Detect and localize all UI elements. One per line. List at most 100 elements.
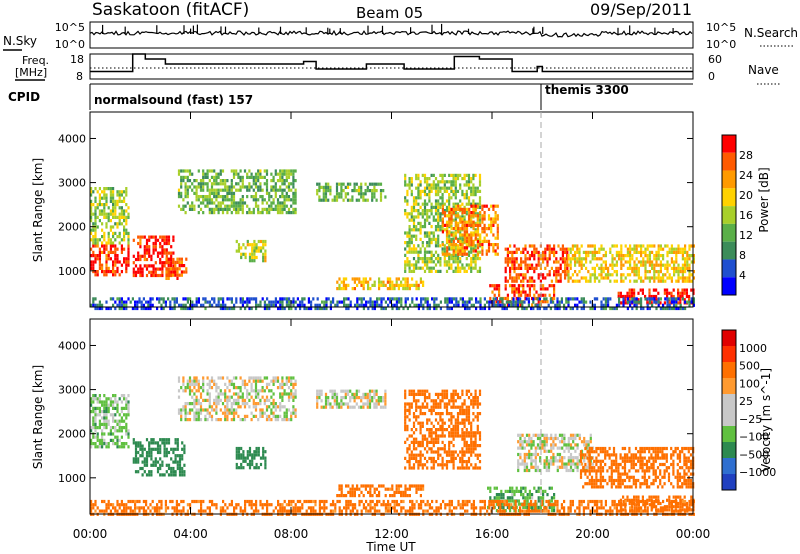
power-cell (437, 241, 440, 245)
power-cell (210, 211, 214, 215)
power-cell (145, 241, 149, 246)
velocity-cell (101, 442, 104, 446)
power-cell (290, 204, 293, 208)
power-cell (279, 297, 282, 301)
power-cell (125, 231, 128, 235)
beam-label: Beam 05 (356, 4, 423, 22)
power-cell (176, 270, 179, 274)
velocity-cell (364, 392, 367, 396)
velocity-cell (226, 418, 229, 422)
power-cell (684, 276, 687, 280)
power-cell (206, 175, 209, 179)
velocity-cell (461, 434, 464, 438)
power-cell (684, 266, 687, 270)
power-cell (184, 191, 187, 195)
power-cell (470, 214, 473, 218)
power-cell (474, 230, 477, 234)
power-cell (188, 179, 192, 183)
power-cell (262, 246, 265, 250)
velocity-cell (156, 447, 160, 451)
velocity-cell (103, 422, 106, 426)
velocity-cell (459, 421, 462, 425)
power-cell (287, 185, 291, 189)
power-cell (468, 211, 471, 215)
velocity-cell (193, 386, 196, 390)
power-cell (497, 303, 500, 307)
power-cell (373, 192, 376, 196)
velocity-cell (274, 379, 277, 383)
velocity-cell (191, 382, 194, 386)
power-cell (439, 215, 442, 219)
power-cell (287, 182, 291, 186)
power-cell (224, 188, 227, 192)
velocity-cell (167, 466, 171, 471)
power-cell (178, 257, 181, 261)
power-cell (528, 276, 531, 280)
velocity-cell (338, 487, 341, 491)
power-cell (478, 183, 482, 187)
power-cell (116, 303, 119, 307)
power-cell (569, 260, 572, 264)
power-cell (318, 198, 321, 202)
power-cell (430, 186, 433, 190)
velocity-cell (252, 414, 255, 418)
power-cell (452, 243, 455, 247)
power-cell (90, 260, 93, 264)
power-cell (481, 252, 484, 256)
power-cell (571, 273, 574, 277)
power-cell (569, 306, 572, 311)
power-cell (472, 266, 475, 270)
power-cell (417, 244, 420, 248)
velocity-cell (232, 402, 236, 406)
velocity-cell (191, 395, 194, 399)
power-cell (640, 247, 643, 251)
velocity-cell (206, 408, 209, 412)
power-cell (283, 182, 286, 186)
power-cell (524, 290, 527, 294)
power-cell (499, 303, 502, 307)
power-cell (544, 254, 547, 258)
power-cell (139, 254, 142, 258)
power-cell (472, 253, 475, 257)
velocity-cell (430, 405, 433, 409)
power-cell (648, 297, 651, 301)
power-cell (340, 280, 343, 284)
velocity-cell (408, 444, 411, 448)
velocity-cell (150, 441, 153, 445)
velocity-cell (123, 442, 126, 446)
power-cell (165, 276, 168, 280)
power-cell (116, 247, 119, 251)
nsearch-label: N.Search (744, 26, 798, 40)
power-cell (443, 244, 446, 248)
power-cell (537, 293, 540, 297)
power-cell (434, 209, 438, 213)
power-cell (550, 284, 553, 288)
power-cell (472, 227, 475, 231)
velocity-cell (156, 444, 160, 448)
power-cell (125, 306, 128, 311)
power-cell (208, 169, 211, 173)
power-cell (334, 303, 337, 307)
power-cell (454, 186, 457, 190)
power-cell (426, 306, 429, 311)
power-cell (450, 263, 453, 267)
velocity-cell (355, 392, 358, 396)
power-cell (262, 255, 265, 260)
power-cell (457, 207, 460, 211)
velocity-cell (346, 389, 350, 393)
power-cell (531, 266, 534, 270)
power-cell (167, 276, 170, 280)
power-cell (279, 179, 282, 183)
velocity-cell (241, 395, 244, 399)
power-cell (376, 297, 379, 301)
velocity-cell (412, 456, 416, 460)
velocity-cell (351, 494, 354, 498)
power-cell (659, 247, 662, 251)
power-cell (165, 254, 168, 258)
power-cell (513, 279, 516, 283)
power-cell (454, 220, 458, 224)
velocity-cell (94, 422, 97, 426)
power-cell (569, 266, 572, 270)
power-cell (657, 254, 660, 258)
power-cell (118, 222, 121, 226)
